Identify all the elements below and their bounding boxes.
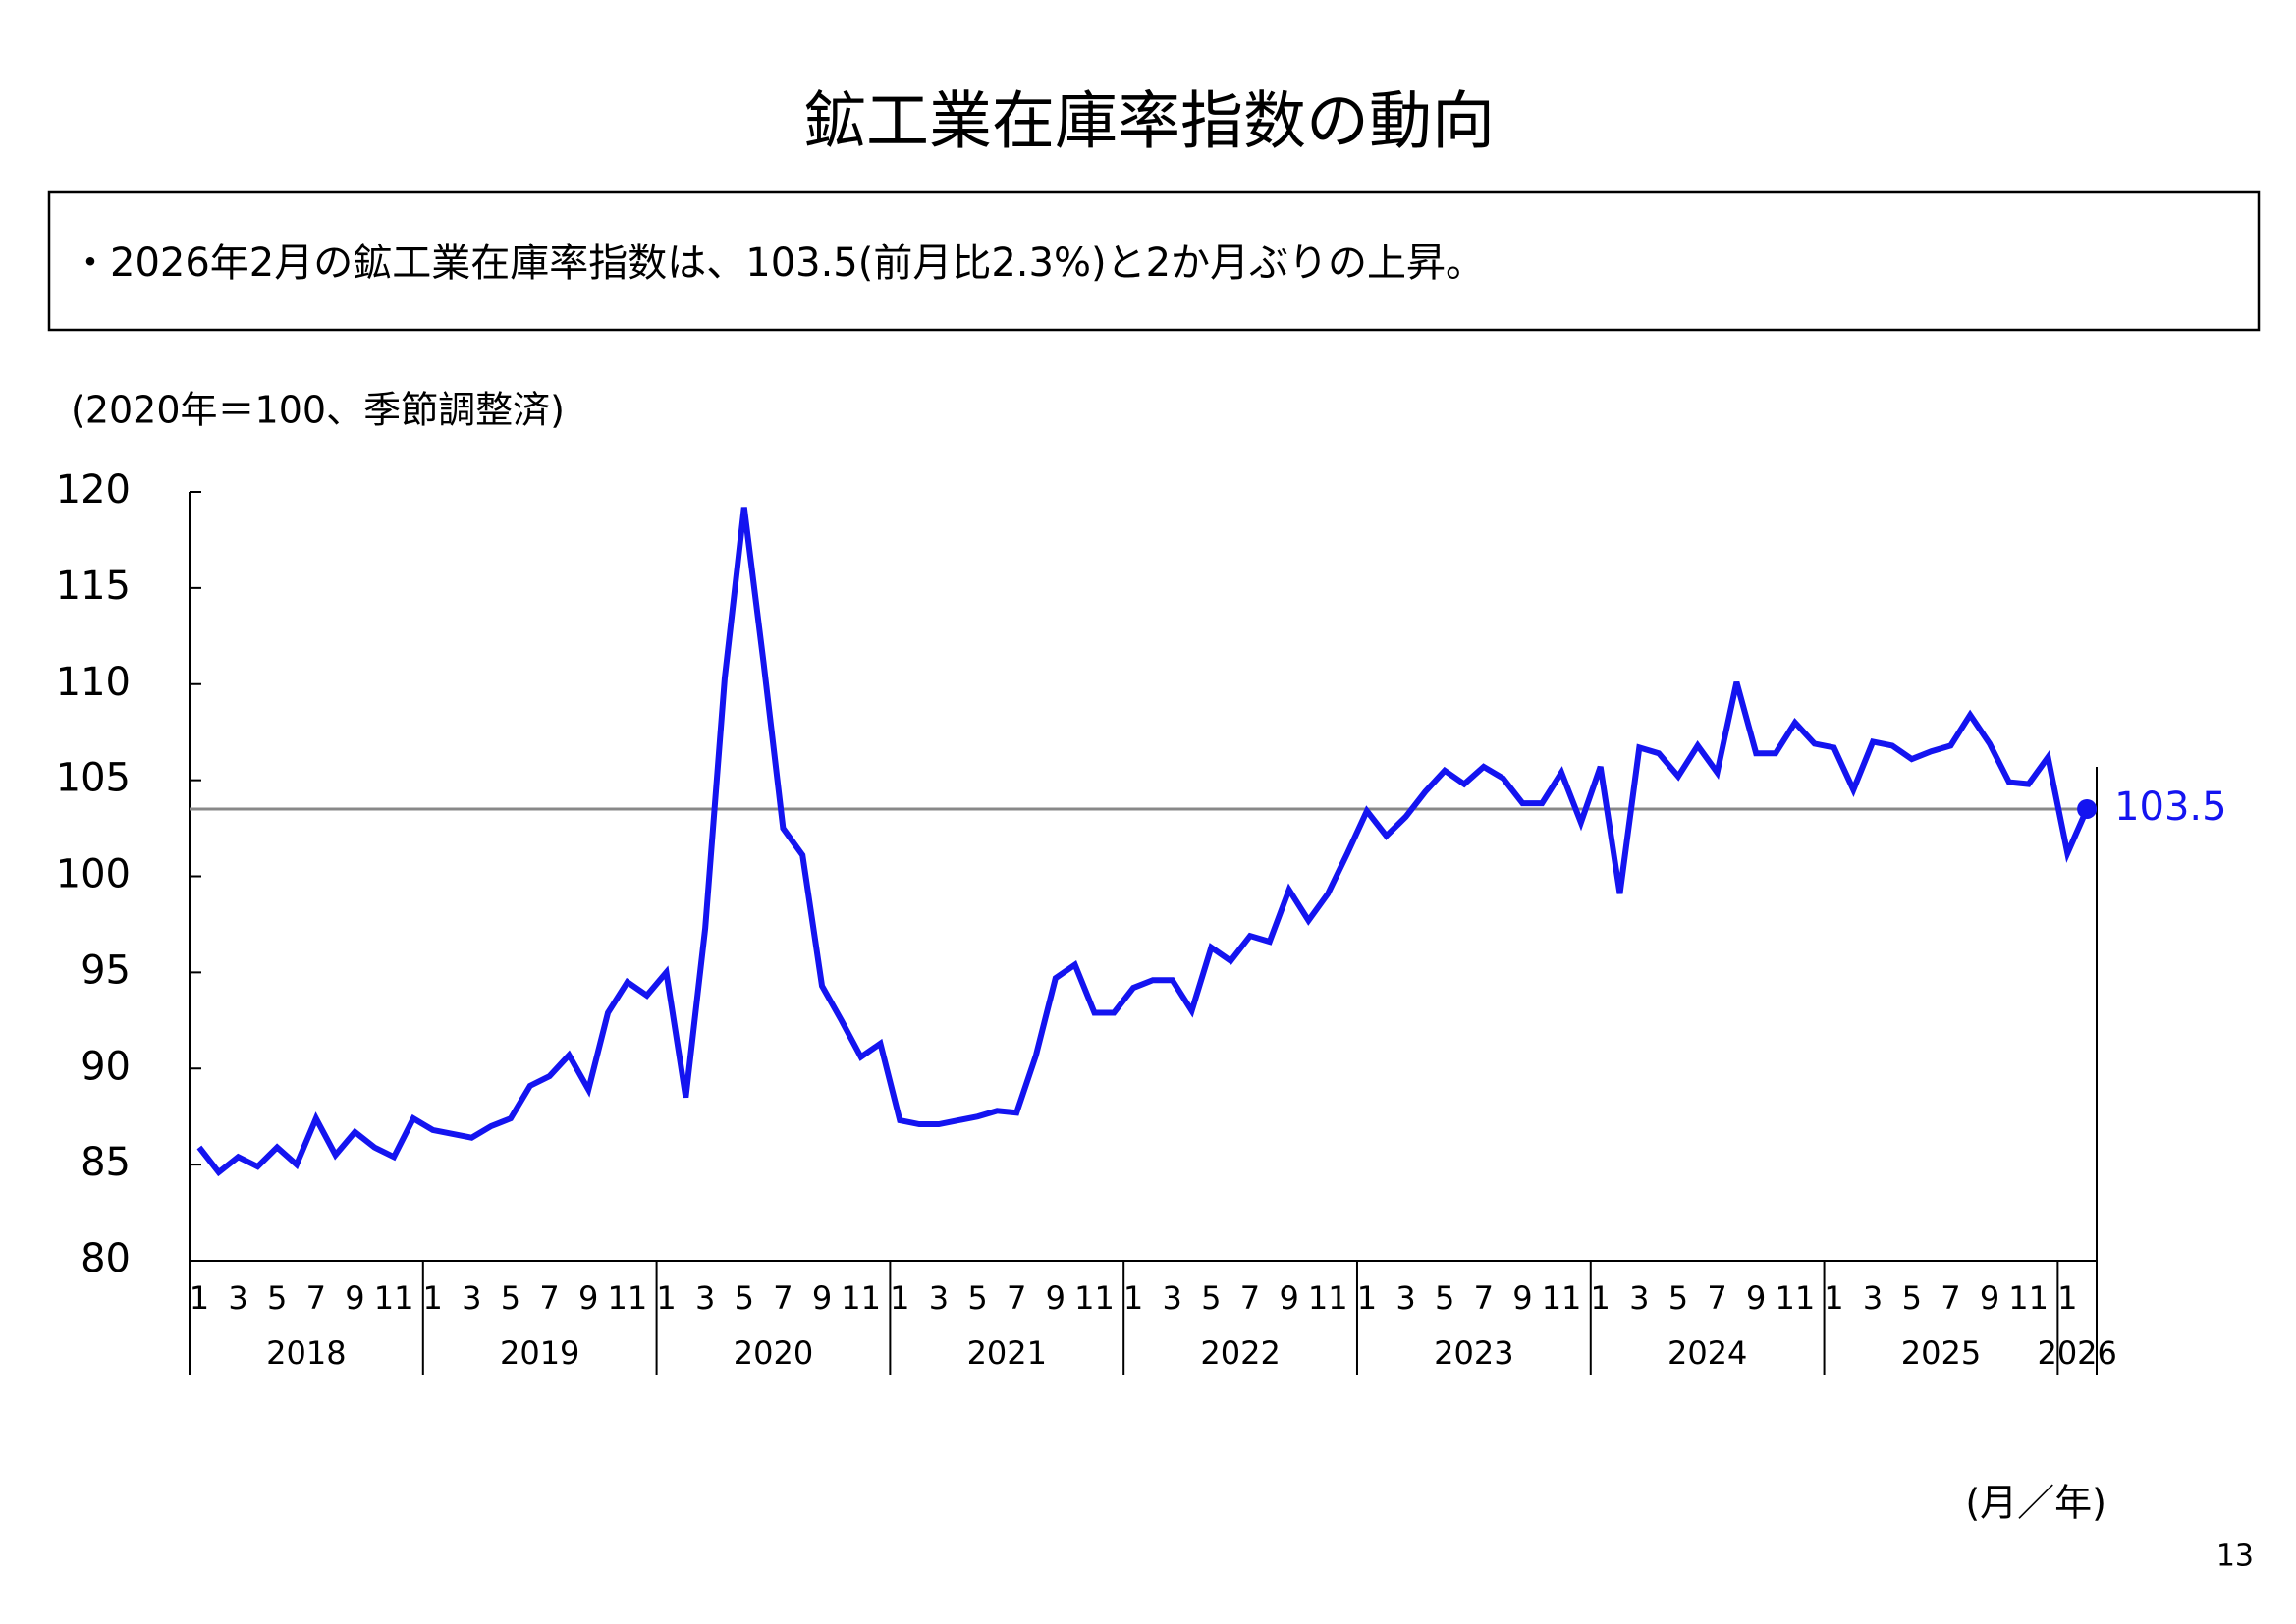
year-label: 2026 (2037, 1334, 2116, 1372)
x-tick-label: 3 (929, 1279, 949, 1317)
x-tick-label: 3 (1163, 1279, 1182, 1317)
x-tick-label: 3 (695, 1279, 715, 1317)
x-tick-label: 1 (1591, 1279, 1611, 1317)
y-axis-label: (2020年＝100、季節調整済) (71, 389, 565, 432)
x-tick-label: 9 (345, 1279, 364, 1317)
y-tick-label: 105 (56, 756, 131, 801)
end-value-label: 103.5 (2114, 785, 2227, 830)
y-tick-label: 95 (81, 947, 131, 993)
page-number: 13 (2216, 1540, 2254, 1574)
x-tick-label: 3 (228, 1279, 247, 1317)
year-label: 2018 (266, 1334, 346, 1372)
year-label: 2021 (967, 1334, 1047, 1372)
y-tick-label: 110 (56, 660, 131, 705)
x-tick-label: 9 (1279, 1279, 1298, 1317)
y-tick-label: 100 (56, 852, 131, 897)
x-tick-label: 1 (1824, 1279, 1843, 1317)
x-tick-label: 11 (1074, 1279, 1115, 1317)
x-tick-label: 1 (1357, 1279, 1377, 1317)
y-tick-label: 115 (56, 564, 131, 609)
x-tick-label: 9 (1746, 1279, 1766, 1317)
x-tick-label: 11 (1308, 1279, 1348, 1317)
year-label: 2025 (1901, 1334, 1981, 1372)
y-tick-label: 90 (81, 1044, 131, 1089)
x-tick-label: 11 (1775, 1279, 1815, 1317)
x-tick-label: 5 (1201, 1279, 1221, 1317)
x-tick-label: 11 (1542, 1279, 1582, 1317)
data-line (196, 507, 2090, 1177)
year-label: 2024 (1667, 1334, 1747, 1372)
x-tick-label: 1 (423, 1279, 443, 1317)
x-tick-label: 1 (656, 1279, 676, 1317)
x-tick-label: 5 (1902, 1279, 1922, 1317)
x-tick-label: 1 (1123, 1279, 1143, 1317)
x-tick-label: 5 (1668, 1279, 1688, 1317)
year-label: 2019 (500, 1334, 579, 1372)
x-tick-label: 3 (1863, 1279, 1883, 1317)
x-tick-label: 7 (773, 1279, 793, 1317)
x-tick-label: 7 (1007, 1279, 1026, 1317)
x-tick-label: 7 (1707, 1279, 1726, 1317)
x-tick-label: 5 (1435, 1279, 1454, 1317)
end-point (2077, 798, 2098, 819)
x-tick-label: 9 (1512, 1279, 1532, 1317)
x-tick-label: 9 (1046, 1279, 1066, 1317)
x-tick-label: 3 (1629, 1279, 1649, 1317)
x-tick-label: 5 (967, 1279, 987, 1317)
x-tick-label: 9 (578, 1279, 598, 1317)
page-title: 鉱工業在庫率指数の動向 (803, 86, 1495, 159)
x-tick-label: 1 (2057, 1279, 2077, 1317)
summary-box (47, 190, 2261, 332)
x-axis-label: (月／年) (1965, 1482, 2106, 1525)
year-label: 2022 (1200, 1334, 1280, 1372)
x-tick-label: 5 (501, 1279, 520, 1317)
x-tick-label: 1 (190, 1279, 209, 1317)
x-tick-label: 5 (267, 1279, 287, 1317)
x-tick-label: 3 (1395, 1279, 1415, 1317)
year-label: 2023 (1434, 1334, 1513, 1372)
x-tick-label: 11 (841, 1279, 881, 1317)
x-tick-label: 11 (374, 1279, 414, 1317)
summary-text: ・2026年2月の鉱工業在庫率指数は、103.5(前月比2.3%)と2か月ぶりの… (71, 241, 1485, 286)
x-tick-label: 1 (890, 1279, 909, 1317)
x-tick-label: 11 (608, 1279, 648, 1317)
y-tick-label: 80 (81, 1236, 131, 1281)
x-tick-label: 3 (462, 1279, 481, 1317)
x-tick-label: 7 (306, 1279, 326, 1317)
x-tick-label: 7 (1941, 1279, 1960, 1317)
x-tick-label: 7 (539, 1279, 559, 1317)
x-tick-label: 7 (1240, 1279, 1260, 1317)
x-tick-label: 9 (812, 1279, 832, 1317)
x-tick-label: 7 (1474, 1279, 1494, 1317)
year-label: 2020 (734, 1334, 813, 1372)
x-tick-label: 5 (735, 1279, 754, 1317)
x-tick-label: 11 (2008, 1279, 2049, 1317)
x-tick-label: 9 (1980, 1279, 1999, 1317)
y-tick-label: 85 (81, 1140, 131, 1185)
y-tick-label: 120 (56, 467, 131, 513)
